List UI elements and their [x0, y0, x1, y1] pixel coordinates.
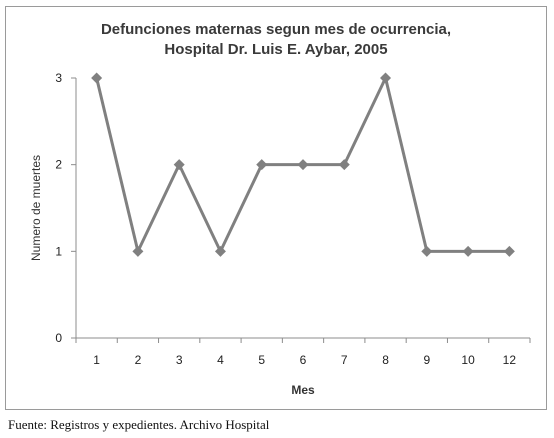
x-tick-label: 2 [135, 353, 142, 367]
data-point-marker [173, 159, 185, 171]
data-point-marker [132, 245, 144, 257]
x-tick-label: 12 [503, 353, 517, 367]
data-point-marker [421, 245, 433, 257]
y-tick-label: 3 [55, 71, 62, 85]
data-point-marker [297, 159, 309, 171]
x-tick-label: 6 [300, 353, 307, 367]
x-tick-label: 5 [258, 353, 265, 367]
y-ticks: 0 1 2 3 [55, 71, 76, 345]
x-tick-label: 10 [461, 353, 475, 367]
chart-title-line-1: Defunciones maternas segun mes de ocurre… [101, 21, 451, 38]
y-tick-label: 0 [55, 331, 62, 345]
x-ticks: 1 2 3 4 5 6 7 8 9 10 12 [75, 338, 531, 367]
source-note: Fuente: Registros y expedientes. Archivo… [8, 417, 270, 432]
x-tick-label: 8 [382, 353, 389, 367]
chart-title-line-2: Hospital Dr. Luis E. Aybar, 2005 [164, 41, 387, 58]
data-point-marker [338, 159, 350, 171]
x-tick-label: 4 [217, 353, 224, 367]
data-point-marker [214, 245, 226, 257]
data-point-marker [503, 245, 515, 257]
series [91, 72, 515, 257]
y-tick-label: 2 [55, 158, 62, 172]
x-tick-label: 3 [176, 353, 183, 367]
x-axis-label: Mes [291, 383, 315, 397]
y-axis-label: Numero de muertes [29, 155, 43, 261]
x-tick-label: 1 [93, 353, 100, 367]
y-tick-label: 1 [55, 244, 62, 258]
x-tick-label: 9 [423, 353, 430, 367]
data-point-marker [380, 72, 392, 84]
data-point-marker [462, 245, 474, 257]
data-point-marker [256, 159, 268, 171]
chart-frame [5, 6, 547, 410]
x-tick-label: 7 [341, 353, 348, 367]
data-point-marker [91, 72, 103, 84]
